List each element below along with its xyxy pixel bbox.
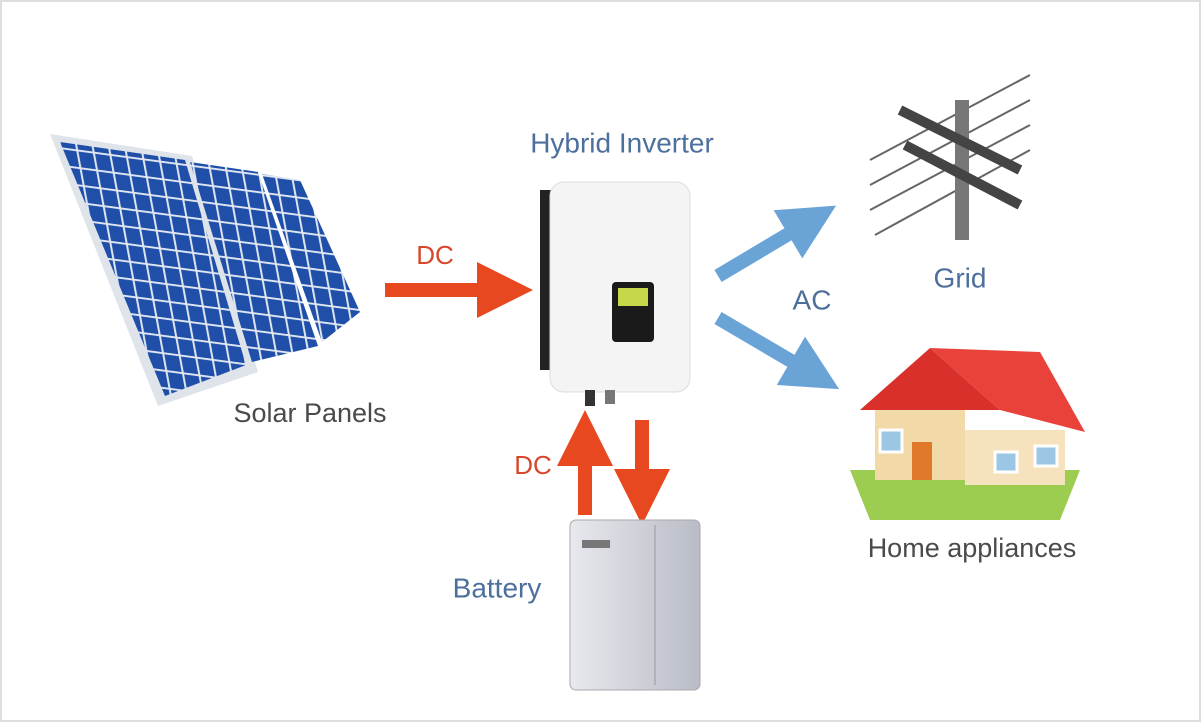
edge-label: AC [793,284,832,315]
page: Hybrid Inverter Solar Panels Grid Home a… [0,0,1201,722]
node-label: Grid [934,262,987,293]
edge-label: DC [514,450,552,480]
battery-icon [570,520,700,690]
node-label: Home appliances [868,533,1077,563]
node-label: Battery [453,572,542,603]
inverter-icon [540,182,690,406]
node-label: Solar Panels [233,398,386,428]
diagram: Hybrid Inverter Solar Panels Grid Home a… [0,0,1201,722]
edge-label: DC [416,240,454,270]
node-label: Hybrid Inverter [530,127,714,158]
